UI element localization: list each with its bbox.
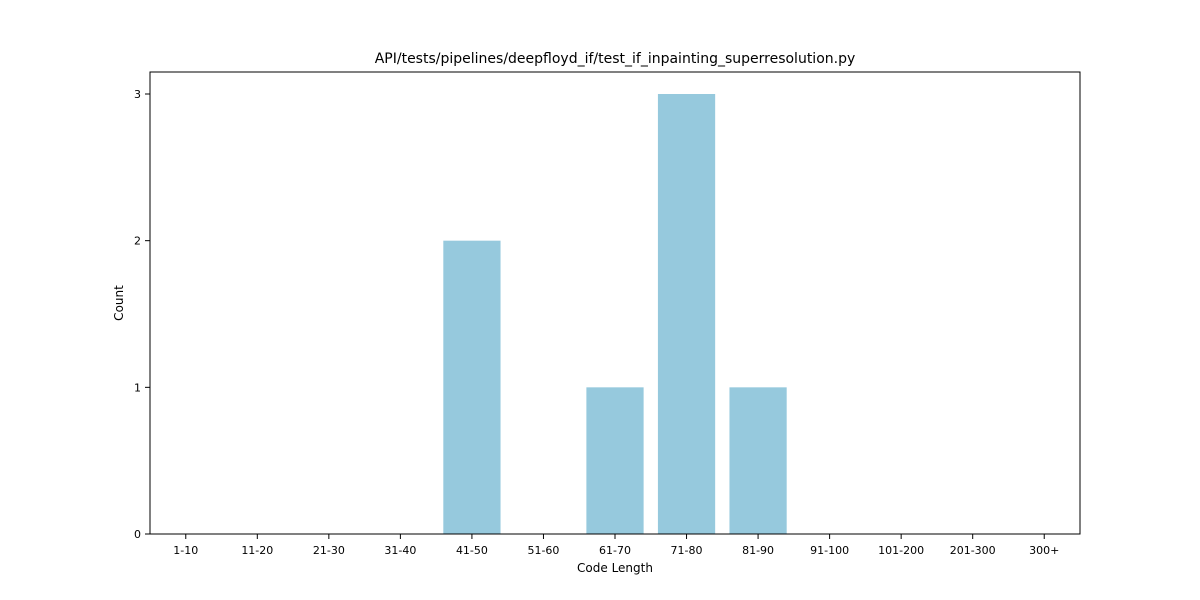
bar-61-70 xyxy=(586,387,644,534)
x-tick-label: 201-300 xyxy=(950,544,996,557)
x-tick-label: 71-80 xyxy=(671,544,703,557)
x-tick-label: 1-10 xyxy=(173,544,198,557)
bars-group xyxy=(443,94,787,534)
y-axis-ticks: 0 1 2 3 xyxy=(134,88,150,541)
x-tick-label: 101-200 xyxy=(878,544,924,557)
bar-41-50 xyxy=(443,240,501,534)
x-axis-label: Code Length xyxy=(577,561,653,575)
bar-71-80 xyxy=(657,94,716,534)
x-tick-label: 51-60 xyxy=(527,544,559,557)
x-tick-label: 300+ xyxy=(1029,544,1059,557)
x-tick-label: 11-20 xyxy=(241,544,273,557)
x-tick-label: 21-30 xyxy=(313,544,345,557)
y-tick-label: 3 xyxy=(134,88,141,101)
x-tick-label: 91-100 xyxy=(810,544,849,557)
y-axis-label: Count xyxy=(112,285,126,321)
y-tick-label: 0 xyxy=(134,528,141,541)
chart-title: API/tests/pipelines/deepfloyd_if/test_if… xyxy=(375,51,856,67)
bar-81-90 xyxy=(729,387,787,534)
x-tick-label: 61-70 xyxy=(599,544,631,557)
y-tick-label: 1 xyxy=(134,381,141,394)
x-tick-label: 31-40 xyxy=(384,544,416,557)
y-tick-label: 2 xyxy=(134,235,141,248)
x-tick-label: 41-50 xyxy=(456,544,488,557)
x-tick-label: 81-90 xyxy=(742,544,774,557)
x-axis-ticks: 1-10 11-20 21-30 31-40 41-50 51-60 61-70 71-80 8… xyxy=(173,534,1059,557)
